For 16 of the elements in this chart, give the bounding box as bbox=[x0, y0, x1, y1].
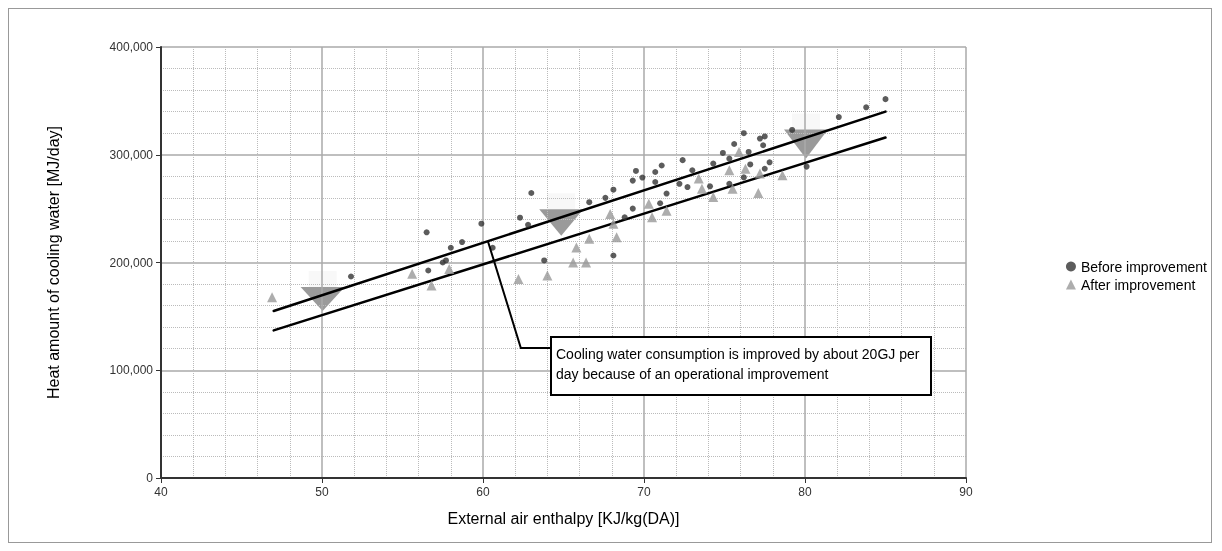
x-tick-label: 70 bbox=[637, 485, 651, 499]
x-tick-label: 80 bbox=[798, 485, 812, 499]
x-tick-label: 60 bbox=[476, 485, 490, 499]
y-tick-label: 400,000 bbox=[109, 40, 154, 54]
annotation: Cooling water consumption is improved by about 20GJ per day because of an operational improvement bbox=[556, 346, 924, 382]
legend-label: Before improvement bbox=[1080, 258, 1208, 275]
y-tick-label: 300,000 bbox=[109, 147, 154, 162]
y-tick-label: 0 bbox=[146, 471, 154, 485]
legend-label: After improvement bbox=[1080, 276, 1196, 293]
x-tick-label: 90 bbox=[959, 485, 973, 499]
y-tick-label: 100,000 bbox=[109, 363, 154, 378]
x-tick-label: 40 bbox=[154, 485, 168, 499]
x-tick-label: 50 bbox=[315, 485, 329, 499]
y-axis-title: Heat amount of cooling water [MJ/day] bbox=[44, 125, 62, 400]
x-axis-title: External air enthalpy [KJ/kg(DA)] bbox=[447, 509, 680, 527]
y-tick-label: 200,000 bbox=[109, 255, 154, 270]
